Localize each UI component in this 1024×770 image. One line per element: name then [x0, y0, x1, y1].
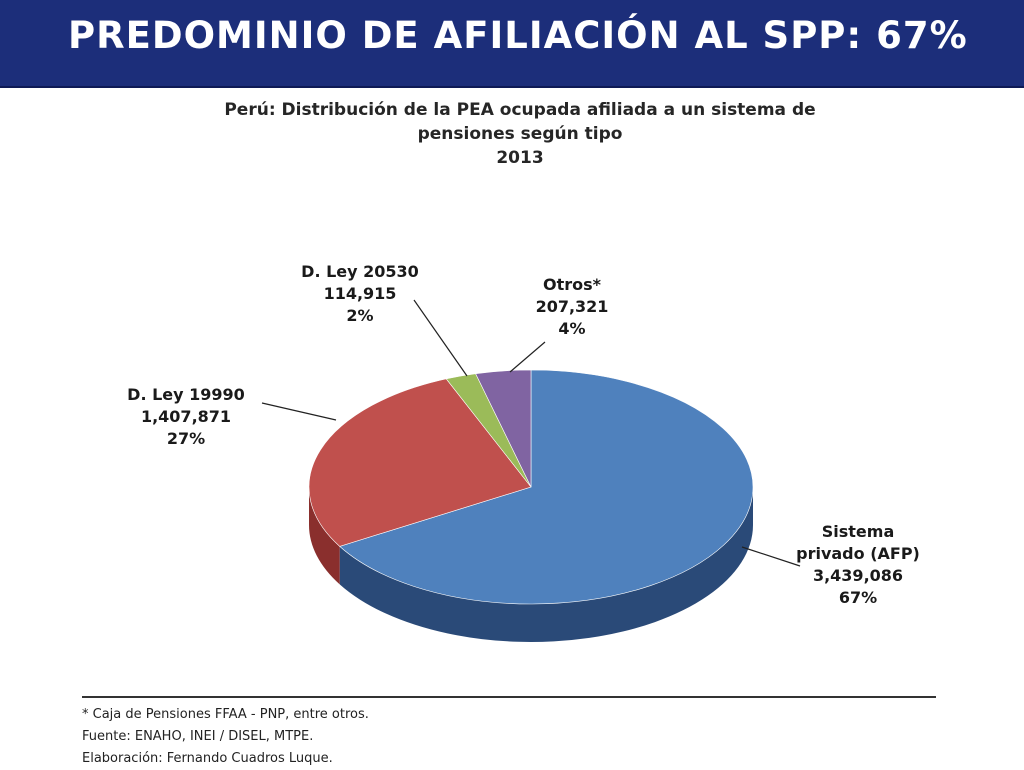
slice-3-leader-line	[413, 299, 468, 377]
slice-2-label-1: D. Ley 19990	[127, 385, 245, 404]
chart-title-line-1: Perú: Distribución de la PEA ocupada afi…	[224, 100, 816, 120]
slice-2-top	[308, 378, 532, 547]
slice-4-value: 207,321	[536, 297, 609, 316]
slice-1-value: 3,439,086	[813, 566, 903, 585]
slice-4-label-1: Otros*	[543, 275, 602, 294]
slice-1-label-2: privado (AFP)	[796, 544, 920, 563]
slice-2-value: 1,407,871	[141, 407, 231, 426]
slice-4-top	[475, 369, 532, 488]
slice-2-percent: 27%	[167, 429, 205, 448]
slice-1-leader-line	[741, 546, 801, 567]
footnotes: * Caja de Pensiones FFAA - PNP, entre ot…	[82, 696, 936, 770]
pie-side-group	[309, 487, 753, 643]
slice-2-side	[309, 487, 340, 585]
slice-4-percent: 4%	[558, 319, 585, 338]
slice-1-label-1: Sistema	[822, 522, 895, 541]
chart-title-line-2: pensiones según tipo	[417, 124, 623, 144]
page-title: PREDOMINIO DE AFILIACIÓN AL SPP: 67%	[68, 14, 968, 57]
slice-2-leader-line	[261, 402, 337, 421]
leader-lines	[261, 299, 801, 567]
slice-1-side	[339, 487, 753, 643]
chart-title: Perú: Distribución de la PEA ocupada afi…	[150, 98, 890, 170]
slice-labels: Sistema privado (AFP) 3,439,086 67% D. Ley 1…	[127, 262, 920, 607]
chart-title-line-3: 2013	[496, 148, 544, 168]
slice-1-top	[339, 369, 754, 605]
slice-3-value: 114,915	[324, 284, 397, 303]
slice-3-label-1: D. Ley 20530	[301, 262, 419, 281]
footnote-credit: Elaboración: Fernando Cuadros Luque.	[82, 751, 333, 766]
header-banner: PREDOMINIO DE AFILIACIÓN AL SPP: 67%	[0, 0, 1024, 88]
pie-top-group	[308, 369, 754, 605]
footnote-note: * Caja de Pensiones FFAA - PNP, entre ot…	[82, 707, 369, 722]
footnote-source: Fuente: ENAHO, INEI / DISEL, MTPE.	[82, 729, 314, 744]
slice-1-percent: 67%	[839, 588, 877, 607]
slice-4-leader-line	[509, 341, 546, 373]
slice-3-percent: 2%	[346, 306, 373, 325]
